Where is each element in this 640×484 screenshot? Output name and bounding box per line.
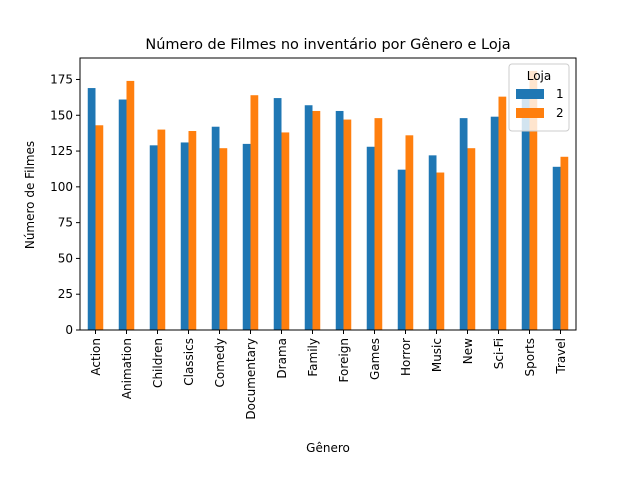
legend: Loja 1 2 <box>508 63 570 132</box>
bar-games-series-1 <box>366 146 375 330</box>
bar-travel-series-1 <box>552 166 561 330</box>
bar-sci-fi-series-1 <box>490 116 499 330</box>
bar-animation-series-1 <box>118 99 127 331</box>
x-tick-label: Children <box>151 338 165 388</box>
x-axis-label: Gênero <box>306 441 350 455</box>
bar-children-series-2 <box>157 129 166 330</box>
plot-frame <box>79 57 577 331</box>
bar-foreign-series-2 <box>343 119 352 330</box>
bar-travel-series-2 <box>560 156 569 330</box>
y-tick-label: 25 <box>58 287 73 301</box>
bar-family-series-2 <box>312 110 321 330</box>
bar-drama-series-1 <box>273 98 282 330</box>
bar-comedy-series-2 <box>219 148 228 330</box>
y-tick-label: 125 <box>50 144 73 158</box>
x-tick-label: Sports <box>523 338 537 376</box>
y-tick-label: 0 <box>65 323 73 337</box>
legend-swatch-series-2 <box>516 108 544 118</box>
bar-sports-series-1 <box>521 96 530 331</box>
x-tick-label: Foreign <box>337 338 351 382</box>
bar-sports-series-2 <box>529 70 538 330</box>
x-tick-label: Action <box>89 338 103 376</box>
y-tick-label: 150 <box>50 108 73 122</box>
x-tick-label: Animation <box>120 338 134 399</box>
legend-label-series-1: 1 <box>556 87 564 101</box>
bar-new-series-1 <box>459 118 468 330</box>
x-tick-label: Drama <box>275 338 289 379</box>
x-tick-label: New <box>461 338 475 364</box>
plot-area: 0 25 50 75 100 125 150 175 Action Animation Childr… <box>50 57 577 420</box>
bar-documentary-series-2 <box>250 95 259 330</box>
bar-horror-series-2 <box>405 135 414 330</box>
legend-swatch-series-1 <box>516 89 544 99</box>
x-tick-label: Comedy <box>213 338 227 388</box>
bar-games-series-2 <box>374 118 383 330</box>
legend-title: Loja <box>527 69 552 83</box>
bar-action-series-1 <box>87 88 96 330</box>
chart-title: Número de Filmes no inventário por Gêner… <box>145 37 510 53</box>
bar-new-series-2 <box>467 148 476 330</box>
bar-action-series-2 <box>95 125 104 330</box>
bar-animation-series-2 <box>126 80 135 330</box>
x-tick-label: Music <box>430 338 444 372</box>
x-tick-label: Travel <box>554 338 568 375</box>
y-tick-label: 175 <box>50 72 73 86</box>
bar-family-series-1 <box>304 105 313 331</box>
legend-label-series-2: 2 <box>556 106 564 120</box>
x-tick-label: Games <box>368 338 382 380</box>
y-axis-label: Número de Filmes <box>23 141 37 249</box>
y-tick-label: 50 <box>58 251 73 265</box>
bar-classics-series-1 <box>180 142 189 330</box>
bar-classics-series-2 <box>188 131 197 330</box>
bar-children-series-1 <box>149 145 158 330</box>
y-tick-label: 100 <box>50 180 73 194</box>
x-tick-label: Family <box>306 338 320 377</box>
bar-horror-series-1 <box>397 169 406 330</box>
bar-foreign-series-1 <box>335 110 344 330</box>
x-tick-label: Horror <box>399 338 413 376</box>
bar-music-series-1 <box>428 155 437 330</box>
bar-sci-fi-series-2 <box>498 96 507 331</box>
x-tick-label: Sci-Fi <box>492 338 506 369</box>
bar-music-series-2 <box>436 172 445 330</box>
x-tick-label: Documentary <box>244 338 258 420</box>
bar-drama-series-2 <box>281 132 290 330</box>
bar-documentary-series-1 <box>242 143 251 330</box>
y-tick-label: 75 <box>58 216 73 230</box>
x-tick-label: Classics <box>182 338 196 386</box>
bar-comedy-series-1 <box>211 126 220 330</box>
